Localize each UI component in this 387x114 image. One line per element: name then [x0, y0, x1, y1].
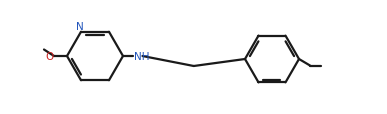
Text: N: N	[76, 22, 84, 31]
Text: O: O	[45, 52, 53, 61]
Text: NH: NH	[134, 51, 149, 61]
